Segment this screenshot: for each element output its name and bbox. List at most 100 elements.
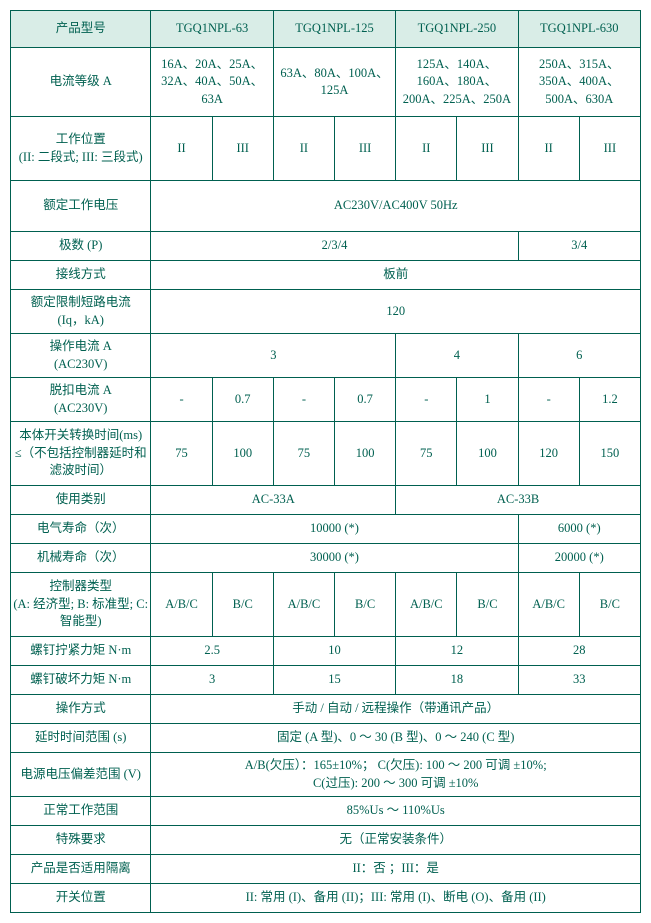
wp-6: II: [518, 117, 579, 181]
row-tightening-torque: 螺钉拧紧力矩 N·m 2.5 10 12 28: [11, 637, 641, 666]
uc-1: AC-33B: [396, 486, 641, 515]
wp-3: III: [335, 117, 396, 181]
label-switch-time: 本体开关转换时间(ms)≤（不包括控制器延时和滤波时间）: [11, 422, 151, 486]
ct-1: B/C: [212, 573, 273, 637]
tt-2: 12: [396, 637, 518, 666]
row-electrical-life: 电气寿命（次） 10000 (*) 6000 (*): [11, 515, 641, 544]
row-normal-range: 正常工作范围 85%Us ～ 110%Us: [11, 797, 641, 826]
oc-1: 4: [396, 334, 518, 378]
cc-250: 125A、140A、160A、180A、200A、225A、250A: [396, 48, 518, 117]
val-isolation: II：否 ；III：是: [151, 855, 641, 884]
uc-0: AC-33A: [151, 486, 396, 515]
val-opmode: 手动 / 自动 / 远程操作（带通讯产品）: [151, 695, 641, 724]
label-mlife: 机械寿命（次）: [11, 544, 151, 573]
bt-2: 18: [396, 666, 518, 695]
ct-4: A/B/C: [396, 573, 457, 637]
poles-a: 2/3/4: [151, 232, 518, 261]
hdr-m125: TGQ1NPL-125: [273, 11, 395, 48]
el-1: 6000 (*): [518, 515, 640, 544]
row-controller-type: 控制器类型(A: 经济型; B: 标准型; C: 智能型) A/B/C B/C …: [11, 573, 641, 637]
st-0: 75: [151, 422, 212, 486]
bt-3: 33: [518, 666, 640, 695]
row-delay-range: 延时时间范围 (s) 固定 (A 型)、0 ～ 30 (B 型)、0 ～ 240…: [11, 724, 641, 753]
row-voltage-deviation: 电源电压偏差范围 (V) A/B(欠压）：165±10%； C(欠压): 100…: [11, 753, 641, 797]
label-nrange: 正常工作范围: [11, 797, 151, 826]
label-vdev: 电源电压偏差范围 (V): [11, 753, 151, 797]
hdr-m63: TGQ1NPL-63: [151, 11, 273, 48]
st-3: 100: [335, 422, 396, 486]
tc-7: 1.2: [579, 378, 640, 422]
label-rated-voltage: 额定工作电压: [11, 181, 151, 232]
label-opmode: 操作方式: [11, 695, 151, 724]
row-trip-current: 脱扣电流 A(AC230V) - 0.7 - 0.7 - 1 - 1.2: [11, 378, 641, 422]
label-poles: 极数 (P): [11, 232, 151, 261]
val-vdev: A/B(欠压）：165±10%； C(欠压): 100 ～ 200 可调 ±10…: [151, 753, 641, 797]
ct-3: B/C: [335, 573, 396, 637]
st-1: 100: [212, 422, 273, 486]
row-switch-time: 本体开关转换时间(ms)≤（不包括控制器延时和滤波时间） 75 100 75 1…: [11, 422, 641, 486]
tt-1: 10: [273, 637, 395, 666]
tt-0: 2.5: [151, 637, 273, 666]
val-special: 无（正常安装条件）: [151, 826, 641, 855]
oc-0: 3: [151, 334, 396, 378]
hdr-m250: TGQ1NPL-250: [396, 11, 518, 48]
poles-b: 3/4: [518, 232, 640, 261]
tc-3: 0.7: [335, 378, 396, 422]
ct-7: B/C: [579, 573, 640, 637]
tc-2: -: [273, 378, 334, 422]
ct-0: A/B/C: [151, 573, 212, 637]
val-nrange: 85%Us ～ 110%Us: [151, 797, 641, 826]
val-rated-voltage: AC230V/AC400V 50Hz: [151, 181, 641, 232]
row-switch-pos: 开关位置 II: 常用 (I)、备用 (II)；III: 常用 (I)、断电 (…: [11, 884, 641, 913]
wp-1: III: [212, 117, 273, 181]
row-op-current: 操作电流 A(AC230V) 3 4 6: [11, 334, 641, 378]
st-5: 100: [457, 422, 518, 486]
ct-2: A/B/C: [273, 573, 334, 637]
label-short-circuit: 额定限制短路电流(Iq，kA): [11, 290, 151, 334]
label-op-current: 操作电流 A(AC230V): [11, 334, 151, 378]
cc-630: 250A、315A、350A、400A、500A、630A: [518, 48, 640, 117]
row-poles: 极数 (P) 2/3/4 3/4: [11, 232, 641, 261]
hdr-m630: TGQ1NPL-630: [518, 11, 640, 48]
tc-4: -: [396, 378, 457, 422]
wp-2: II: [273, 117, 334, 181]
val-switchpos: II: 常用 (I)、备用 (II)；III: 常用 (I)、断电 (O)、备用…: [151, 884, 641, 913]
st-2: 75: [273, 422, 334, 486]
tc-5: 1: [457, 378, 518, 422]
label-use-category: 使用类别: [11, 486, 151, 515]
tc-0: -: [151, 378, 212, 422]
ct-6: A/B/C: [518, 573, 579, 637]
tc-6: -: [518, 378, 579, 422]
cc-125: 63A、80A、100A、125A: [273, 48, 395, 117]
ml-1: 20000 (*): [518, 544, 640, 573]
row-use-category: 使用类别 AC-33A AC-33B: [11, 486, 641, 515]
label-btorque: 螺钉破坏力矩 N·m: [11, 666, 151, 695]
bt-1: 15: [273, 666, 395, 695]
wp-7: III: [579, 117, 640, 181]
wp-0: II: [151, 117, 212, 181]
bt-0: 3: [151, 666, 273, 695]
label-switchpos: 开关位置: [11, 884, 151, 913]
ct-5: B/C: [457, 573, 518, 637]
st-6: 120: [518, 422, 579, 486]
oc-2: 6: [518, 334, 640, 378]
label-ttorque: 螺钉拧紧力矩 N·m: [11, 637, 151, 666]
label-ctrl-type: 控制器类型(A: 经济型; B: 标准型; C: 智能型): [11, 573, 151, 637]
hdr-product: 产品型号: [11, 11, 151, 48]
el-0: 10000 (*): [151, 515, 518, 544]
row-work-position: 工作位置(II: 二段式; III: 三段式) II III II III II…: [11, 117, 641, 181]
label-current-class: 电流等级 A: [11, 48, 151, 117]
label-trip-current: 脱扣电流 A(AC230V): [11, 378, 151, 422]
row-wiring: 接线方式 板前: [11, 261, 641, 290]
label-elife: 电气寿命（次）: [11, 515, 151, 544]
label-work-position: 工作位置(II: 二段式; III: 三段式): [11, 117, 151, 181]
specs-table: 产品型号 TGQ1NPL-63 TGQ1NPL-125 TGQ1NPL-250 …: [10, 10, 641, 913]
st-4: 75: [396, 422, 457, 486]
val-wiring: 板前: [151, 261, 641, 290]
row-mechanical-life: 机械寿命（次） 30000 (*) 20000 (*): [11, 544, 641, 573]
row-isolation: 产品是否适用隔离 II：否 ；III：是: [11, 855, 641, 884]
label-isolation: 产品是否适用隔离: [11, 855, 151, 884]
header-row: 产品型号 TGQ1NPL-63 TGQ1NPL-125 TGQ1NPL-250 …: [11, 11, 641, 48]
row-short-circuit: 额定限制短路电流(Iq，kA) 120: [11, 290, 641, 334]
row-operation-mode: 操作方式 手动 / 自动 / 远程操作（带通讯产品）: [11, 695, 641, 724]
